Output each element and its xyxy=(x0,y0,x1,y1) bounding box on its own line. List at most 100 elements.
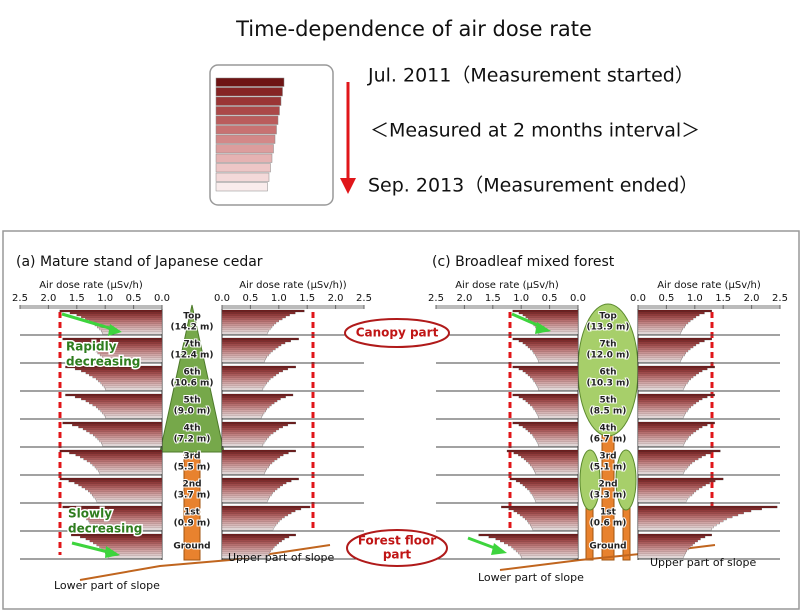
x-tick-label: 2.5 xyxy=(12,293,28,304)
bar xyxy=(518,311,579,315)
bar xyxy=(98,407,163,411)
bar xyxy=(221,467,268,471)
bar xyxy=(221,509,296,513)
x-tick-label: 0.0 xyxy=(570,293,586,304)
bar xyxy=(221,379,269,383)
annotation-slow: Slowly xyxy=(68,507,112,521)
bar xyxy=(530,375,579,379)
title: Time-dependence of air dose rate xyxy=(235,17,592,41)
bar xyxy=(221,547,273,551)
bar xyxy=(637,497,688,501)
bar xyxy=(637,493,693,497)
bar xyxy=(76,313,163,317)
x-tick-label: 1.0 xyxy=(513,293,529,304)
bar xyxy=(637,395,708,399)
bar xyxy=(221,313,290,317)
x-tick-label: 1.5 xyxy=(69,293,85,304)
bar xyxy=(538,415,579,419)
bar xyxy=(221,383,266,387)
panel-title: (c) Broadleaf mixed forest xyxy=(432,254,615,270)
bar xyxy=(501,505,579,509)
bar xyxy=(221,359,265,363)
bar xyxy=(637,485,703,489)
bar xyxy=(637,535,706,539)
bar xyxy=(637,351,686,355)
level-label: 7th xyxy=(184,340,201,350)
bar xyxy=(536,355,579,359)
bar xyxy=(537,385,579,389)
bar xyxy=(512,365,579,369)
bar xyxy=(221,321,277,325)
bar xyxy=(221,399,278,403)
bar xyxy=(637,347,691,351)
bar xyxy=(221,413,264,417)
legend-swatch xyxy=(215,115,279,125)
bar xyxy=(535,499,579,503)
legend-swatch xyxy=(215,153,273,163)
annotation-floor: Forest floor xyxy=(358,534,436,548)
bar xyxy=(511,545,579,549)
bar xyxy=(221,365,296,369)
bar xyxy=(100,381,163,385)
bar xyxy=(59,449,163,453)
bar xyxy=(637,357,682,361)
bar xyxy=(637,319,691,323)
bar xyxy=(221,407,268,411)
bar xyxy=(637,375,694,379)
bar xyxy=(80,535,163,539)
height-label: (10.6 m) xyxy=(171,379,214,389)
bar xyxy=(530,491,579,495)
bar xyxy=(89,539,163,543)
green-arrow-head xyxy=(491,543,507,555)
bar xyxy=(637,479,716,483)
bar xyxy=(533,351,579,355)
bar xyxy=(637,415,684,419)
bar xyxy=(221,495,270,499)
bar xyxy=(221,443,264,447)
bar xyxy=(637,543,693,547)
bar xyxy=(637,495,690,499)
bar xyxy=(221,439,266,443)
bar xyxy=(637,555,684,559)
bar xyxy=(525,343,579,347)
bar xyxy=(637,383,686,387)
bar xyxy=(637,355,684,359)
bar xyxy=(105,387,163,391)
bar xyxy=(95,435,163,439)
bar xyxy=(85,371,163,375)
level-label: 5th xyxy=(600,396,617,406)
bar xyxy=(221,367,289,371)
bar xyxy=(221,411,265,415)
bar xyxy=(221,315,286,319)
bar xyxy=(221,519,280,523)
bar xyxy=(221,401,275,405)
bar xyxy=(522,369,579,373)
bar xyxy=(637,467,687,471)
bar xyxy=(221,525,275,529)
bar xyxy=(637,413,685,417)
bar xyxy=(107,555,163,559)
bar xyxy=(88,489,163,493)
bar xyxy=(103,413,163,417)
bar xyxy=(530,463,579,467)
bar xyxy=(221,541,279,545)
bar xyxy=(221,403,272,407)
bar xyxy=(637,403,694,407)
height-label: (0.9 m) xyxy=(174,519,211,529)
bar xyxy=(221,493,272,497)
bar xyxy=(637,367,708,371)
annotation-rapid: decreasing xyxy=(66,355,140,369)
bar xyxy=(81,315,163,319)
x-tick-label: 0.5 xyxy=(242,293,258,304)
bar xyxy=(637,463,690,467)
bar xyxy=(637,459,695,463)
bar xyxy=(518,339,579,343)
bar xyxy=(637,549,687,553)
bar xyxy=(221,421,296,425)
bar xyxy=(495,537,579,541)
bar xyxy=(637,471,684,475)
x-tick-label: 1.0 xyxy=(97,293,113,304)
bar xyxy=(637,533,712,537)
bar xyxy=(526,459,579,463)
bar xyxy=(221,429,277,433)
